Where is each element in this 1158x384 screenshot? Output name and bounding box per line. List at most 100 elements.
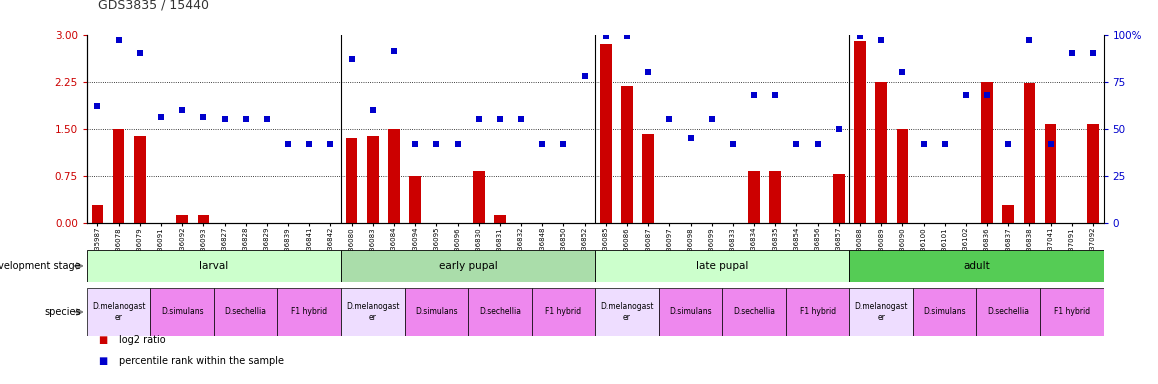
Bar xyxy=(1003,205,1014,223)
Point xyxy=(384,48,403,55)
Bar xyxy=(600,44,611,223)
Bar xyxy=(388,129,400,223)
Point xyxy=(872,37,891,43)
Point xyxy=(343,56,361,62)
Point xyxy=(724,141,742,147)
Point xyxy=(257,116,276,122)
Bar xyxy=(875,82,887,223)
Text: ■: ■ xyxy=(98,356,108,366)
Point xyxy=(279,141,298,147)
Text: F1 hybrid: F1 hybrid xyxy=(799,308,836,316)
Point xyxy=(88,103,107,109)
Bar xyxy=(1040,288,1104,336)
Bar xyxy=(409,176,422,223)
Point xyxy=(617,33,636,40)
Point xyxy=(364,107,382,113)
Point xyxy=(936,141,954,147)
Text: log2 ratio: log2 ratio xyxy=(119,335,166,345)
Bar xyxy=(595,288,659,336)
Text: GDS3835 / 15440: GDS3835 / 15440 xyxy=(98,0,210,12)
Point xyxy=(215,116,234,122)
Point xyxy=(660,116,679,122)
Bar xyxy=(595,250,849,282)
Text: D.sechellia: D.sechellia xyxy=(733,308,775,316)
Bar xyxy=(913,288,976,336)
Point xyxy=(533,141,551,147)
Point xyxy=(491,116,510,122)
Text: species: species xyxy=(44,307,81,317)
Point xyxy=(639,69,658,75)
Bar xyxy=(91,205,103,223)
Bar xyxy=(855,41,866,223)
Bar xyxy=(87,288,151,336)
Text: early pupal: early pupal xyxy=(439,261,498,271)
Bar xyxy=(214,288,278,336)
Point xyxy=(321,141,339,147)
Text: development stage: development stage xyxy=(0,261,81,271)
Bar xyxy=(151,288,214,336)
Point xyxy=(1041,141,1060,147)
Point xyxy=(765,92,784,98)
Point xyxy=(893,69,911,75)
Text: percentile rank within the sample: percentile rank within the sample xyxy=(119,356,284,366)
Point xyxy=(406,141,425,147)
Bar xyxy=(134,136,146,223)
Point xyxy=(681,135,699,141)
Text: D.melanogast
er: D.melanogast er xyxy=(600,302,654,322)
Point xyxy=(851,33,870,40)
Bar xyxy=(659,288,723,336)
Bar xyxy=(278,288,340,336)
Point xyxy=(173,107,191,113)
Point xyxy=(469,116,488,122)
Text: F1 hybrid: F1 hybrid xyxy=(545,308,581,316)
Point xyxy=(1084,50,1102,56)
Point xyxy=(999,141,1018,147)
Point xyxy=(596,33,615,40)
Point xyxy=(1020,37,1039,43)
Point xyxy=(808,141,827,147)
Point xyxy=(829,126,848,132)
Bar xyxy=(849,250,1104,282)
Bar xyxy=(346,138,358,223)
Text: D.simulans: D.simulans xyxy=(923,308,966,316)
Bar xyxy=(1024,83,1035,223)
Bar xyxy=(472,171,484,223)
Point xyxy=(195,114,213,121)
Point xyxy=(109,37,127,43)
Bar xyxy=(87,250,340,282)
Point xyxy=(957,92,975,98)
Bar xyxy=(367,136,379,223)
Bar xyxy=(1087,124,1099,223)
Bar xyxy=(981,82,992,223)
Bar xyxy=(404,288,468,336)
Point xyxy=(555,141,573,147)
Point xyxy=(427,141,446,147)
Text: D.melanogast
er: D.melanogast er xyxy=(855,302,908,322)
Text: ■: ■ xyxy=(98,335,108,345)
Bar xyxy=(468,288,532,336)
Bar xyxy=(833,174,844,223)
Bar xyxy=(786,288,849,336)
Bar xyxy=(1045,124,1056,223)
Point xyxy=(576,73,594,79)
Point xyxy=(152,114,170,121)
Point xyxy=(745,92,763,98)
Bar xyxy=(532,288,595,336)
Bar xyxy=(198,215,210,223)
Text: F1 hybrid: F1 hybrid xyxy=(291,308,328,316)
Bar xyxy=(896,129,908,223)
Point xyxy=(703,116,721,122)
Bar xyxy=(340,288,404,336)
Bar xyxy=(340,250,595,282)
Text: larval: larval xyxy=(199,261,228,271)
Point xyxy=(977,92,996,98)
Text: D.simulans: D.simulans xyxy=(161,308,204,316)
Point xyxy=(300,141,318,147)
Bar xyxy=(643,134,654,223)
Bar xyxy=(621,86,632,223)
Text: adult: adult xyxy=(963,261,990,271)
Text: D.simulans: D.simulans xyxy=(669,308,712,316)
Text: D.melanogast
er: D.melanogast er xyxy=(346,302,400,322)
Text: D.sechellia: D.sechellia xyxy=(988,308,1029,316)
Bar xyxy=(494,215,506,223)
